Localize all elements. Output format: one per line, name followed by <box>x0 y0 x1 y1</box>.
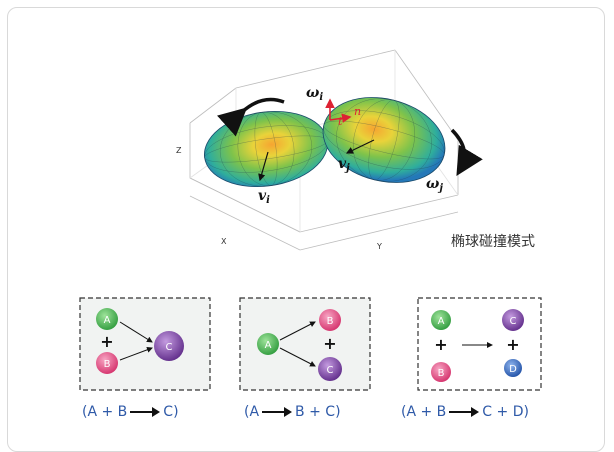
formula-rhs: C + D <box>482 404 524 420</box>
axis-label-z: Z <box>176 146 182 155</box>
rotation-arrow-i <box>217 97 285 137</box>
arrow-icon <box>449 407 480 417</box>
ellipsoid-left <box>203 110 329 188</box>
formula-open: ( <box>401 404 407 420</box>
velocity-arrow-i <box>258 151 269 182</box>
ball-c <box>154 331 184 361</box>
axis-label-y: Y <box>377 242 382 251</box>
ball-a <box>431 310 451 330</box>
plus-sign: + <box>434 335 447 354</box>
formula-lhs: A + B <box>406 404 447 420</box>
omega-j-label: ωj <box>426 176 443 194</box>
ball-a <box>257 333 279 355</box>
formula-open: ( <box>82 404 88 420</box>
ball-b <box>319 309 341 331</box>
plus-sign: + <box>100 332 113 351</box>
formula-close: ) <box>523 404 529 420</box>
ball-d-label: D <box>509 364 517 375</box>
ellipsoid-right <box>322 97 446 183</box>
plus-sign: + <box>506 335 519 354</box>
scheme-exchange: A + B C + D <box>417 297 542 391</box>
formula-lhs: A + B <box>87 404 128 420</box>
v-j-label: vj <box>338 156 350 174</box>
formula-close: ) <box>173 404 179 420</box>
arrow-icon <box>130 407 161 417</box>
velocity-arrow-j <box>345 139 375 154</box>
ball-b-label: B <box>438 368 445 379</box>
ball-a-label: A <box>265 340 272 351</box>
ball-c <box>318 357 342 381</box>
ball-a <box>96 308 118 330</box>
formula-exchange: ( A + B C + D ) <box>401 404 529 420</box>
ball-c <box>502 309 524 331</box>
formula-rhs: C <box>163 404 174 420</box>
ball-c-label: C <box>327 365 334 376</box>
formula-combine: ( A + B C ) <box>82 404 179 420</box>
contact-vectors: t n <box>325 98 361 128</box>
ball-a-label: A <box>438 316 445 327</box>
scheme-combine: A + B C <box>79 297 211 391</box>
ball-d <box>504 359 522 377</box>
formula-close: ) <box>335 404 341 420</box>
formula-open: ( <box>244 404 250 420</box>
omega-i-label: ωi <box>306 85 323 103</box>
ball-c-label: C <box>166 342 173 353</box>
ball-b <box>431 362 451 382</box>
plus-sign: + <box>323 334 336 353</box>
ball-b <box>96 352 118 374</box>
rotation-arrow-j <box>450 128 483 177</box>
figure-caption: 椭球碰撞模式 <box>451 234 535 250</box>
axis-label-x: X <box>221 237 227 246</box>
ball-b-label: B <box>327 316 334 327</box>
formula-lhs: A <box>249 404 260 420</box>
ball-b-label: B <box>104 359 111 370</box>
ball-c-label: C <box>510 316 517 327</box>
v-i-label: vi <box>258 188 270 206</box>
n-label: n <box>354 105 361 118</box>
formula-rhs: B + C <box>295 404 336 420</box>
arrow-icon <box>262 407 293 417</box>
scheme-split: A B + C <box>239 297 371 391</box>
ball-a-label: A <box>104 315 111 326</box>
t-label: t <box>338 115 343 128</box>
formula-split: ( A B + C ) <box>244 404 341 420</box>
